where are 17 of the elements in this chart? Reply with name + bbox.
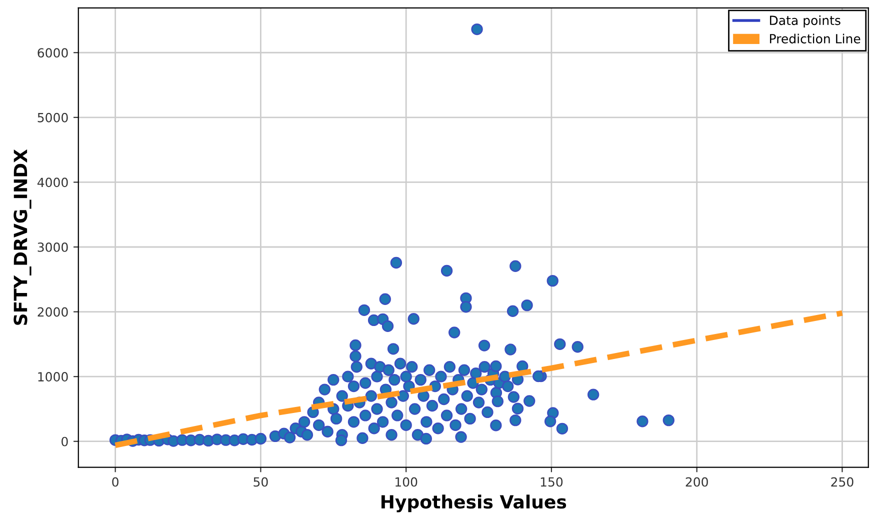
x-tick-label: 150 (540, 477, 563, 487)
x-axis-title: Hypothesis Values (381, 494, 566, 512)
y-tick-label: 2000 (38, 307, 68, 317)
x-tick-label: 200 (686, 477, 708, 487)
x-tick-label: 250 (831, 477, 854, 487)
legend-label: Data points (770, 15, 840, 28)
y-tick-label: 0 (62, 436, 68, 446)
y-tick-label: 1000 (38, 372, 68, 382)
legend-label: Prediction Line (770, 34, 860, 44)
x-tick-label: 0 (112, 477, 118, 487)
y-tick-label: 5000 (38, 112, 68, 122)
x-tick-label: 50 (254, 477, 268, 487)
y-axis-title: SFTY_DRVG_INDX (14, 149, 32, 325)
y-tick-label: 3000 (38, 242, 68, 252)
y-tick-label: 4000 (37, 178, 68, 188)
x-tick-label: 100 (396, 477, 418, 487)
y-tick-label: 6000 (38, 48, 68, 58)
